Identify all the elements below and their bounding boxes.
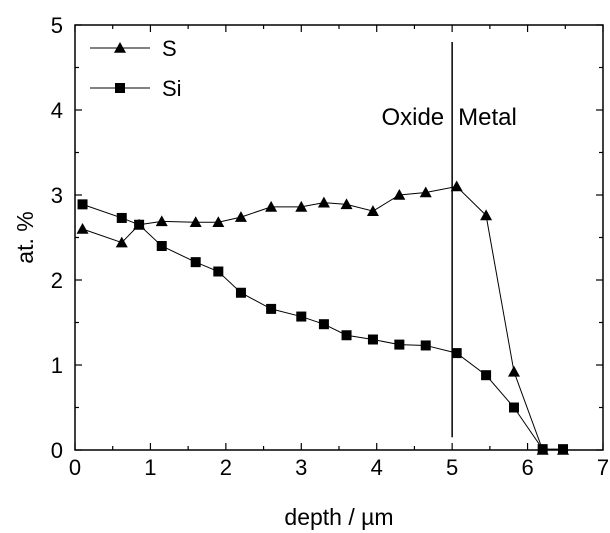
data-point-si [235, 287, 246, 298]
data-point-s [212, 216, 225, 227]
legend: S Si [90, 36, 182, 101]
data-point-s [155, 215, 168, 227]
legend-entry-s: S [90, 36, 177, 61]
y-tick-label: 2 [51, 268, 63, 293]
data-point-si [558, 444, 569, 455]
x-tick-label: 7 [597, 455, 609, 480]
data-point-s [340, 198, 353, 210]
data-point-s [419, 186, 432, 198]
data-point-si [77, 199, 88, 210]
legend-label: S [162, 36, 177, 61]
axis-ticks: 0 1 2 3 4 5 6 7 0 1 2 3 4 5 [51, 13, 609, 480]
data-point-s [115, 236, 128, 248]
data-point-s [189, 216, 202, 227]
data-point-s [507, 365, 520, 377]
y-tick-label: 5 [51, 13, 63, 38]
data-point-si [394, 339, 405, 350]
data-point-s [234, 211, 247, 222]
data-point-si [190, 257, 201, 268]
data-point-si [266, 303, 277, 314]
data-point-si [213, 266, 224, 277]
data-point-si [537, 444, 548, 455]
x-tick-label: 2 [220, 455, 232, 480]
series-layer [76, 180, 570, 455]
data-point-si [420, 340, 431, 351]
series-si [77, 199, 569, 455]
plot-frame [74, 24, 604, 451]
series-s [76, 180, 570, 455]
plot-border [74, 24, 604, 451]
data-point-si [451, 348, 462, 359]
data-point-si [116, 212, 127, 223]
metal-label: Metal [458, 104, 517, 131]
y-tick-label: 3 [51, 183, 63, 208]
data-point-si [134, 219, 145, 230]
legend-marker [114, 42, 126, 53]
data-point-si [508, 402, 519, 413]
data-point-s [450, 180, 463, 192]
y-axis-label: at. % [12, 211, 38, 263]
data-point-si [318, 319, 329, 330]
data-point-si [156, 241, 167, 251]
oxide-label: Oxide [381, 104, 444, 131]
data-point-s [393, 189, 406, 200]
data-point-s [480, 209, 493, 221]
x-tick-label: 6 [521, 455, 533, 480]
legend-entry-si: Si [90, 76, 182, 101]
y-tick-label: 0 [51, 438, 63, 463]
series-line-s [82, 185, 564, 451]
x-tick-label: 1 [144, 455, 156, 480]
y-tick-label: 1 [51, 353, 63, 378]
data-point-s [295, 200, 308, 212]
x-axis-label: depth / µm [284, 504, 393, 530]
data-point-s [76, 223, 89, 234]
y-tick-label: 4 [51, 98, 63, 123]
data-point-si [341, 330, 352, 341]
annotation-layer: Oxide Metal [381, 42, 517, 438]
data-point-s [265, 200, 278, 212]
x-tick-label: 3 [295, 455, 307, 480]
data-point-s [317, 196, 330, 208]
data-point-si [481, 370, 492, 381]
x-tick-label: 4 [371, 455, 383, 480]
legend-marker [115, 83, 125, 93]
x-tick-label: 5 [446, 455, 458, 480]
data-point-s [366, 205, 379, 216]
data-point-si [296, 311, 307, 322]
data-point-si [367, 334, 378, 345]
x-tick-label: 0 [69, 455, 81, 480]
legend-label: Si [162, 76, 182, 101]
